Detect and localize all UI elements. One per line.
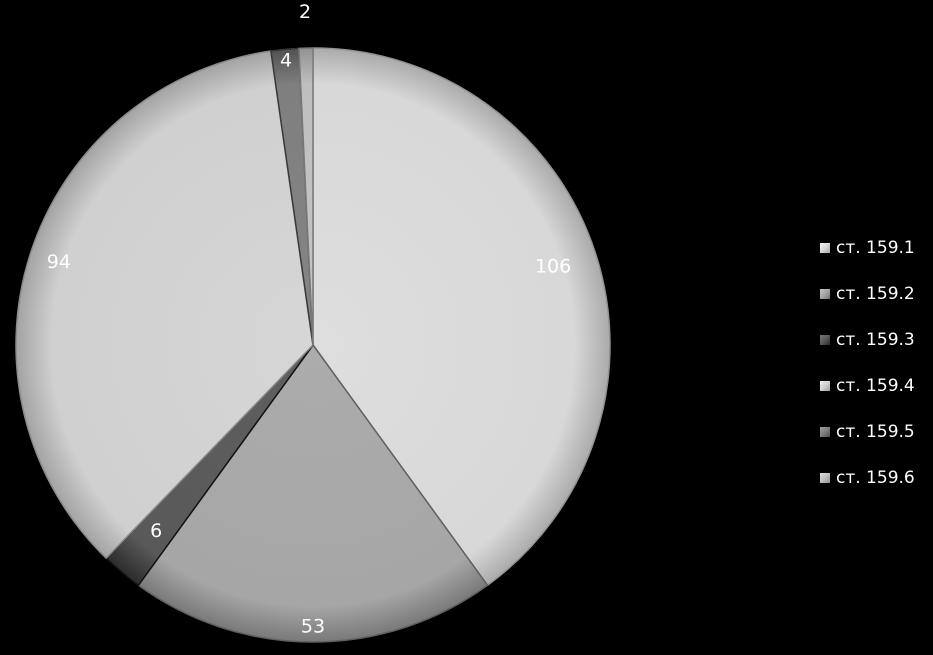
- legend-label-2: ст. 159.2: [836, 284, 915, 304]
- pie-data-labels: 106 53 6 94 4 2: [47, 1, 572, 638]
- pie-slice-1: [312, 47, 611, 587]
- data-label-2: 53: [301, 616, 325, 638]
- legend-item-1: ст. 159.1: [820, 238, 932, 258]
- pie-slice-2: [137, 344, 489, 643]
- legend-swatch-3: [820, 335, 830, 345]
- data-label-1: 106: [535, 256, 571, 278]
- legend-item-5: ст. 159.5: [820, 422, 932, 442]
- data-label-6: 2: [299, 1, 311, 23]
- legend-swatch-1: [820, 243, 830, 253]
- legend-swatch-5: [820, 427, 830, 437]
- legend-label-6: ст. 159.6: [836, 468, 915, 488]
- data-label-5: 4: [280, 50, 292, 72]
- pie-slice-6: [298, 47, 314, 346]
- data-label-4: 94: [47, 251, 71, 273]
- legend-label-1: ст. 159.1: [836, 238, 915, 258]
- legend-item-3: ст. 159.3: [820, 330, 932, 350]
- pie-slice-4: [15, 50, 314, 559]
- legend-swatch-4: [820, 381, 830, 391]
- legend-swatch-6: [820, 473, 830, 483]
- legend-item-2: ст. 159.2: [820, 284, 932, 304]
- chart-legend: ст. 159.1 ст. 159.2 ст. 159.3 ст. 159.4 ст. …: [820, 238, 932, 514]
- legend-item-4: ст. 159.4: [820, 376, 932, 396]
- data-label-3: 6: [150, 520, 162, 542]
- pie-slices: [15, 47, 611, 643]
- legend-swatch-2: [820, 289, 830, 299]
- legend-label-5: ст. 159.5: [836, 422, 915, 442]
- legend-label-4: ст. 159.4: [836, 376, 915, 396]
- legend-item-6: ст. 159.6: [820, 468, 932, 488]
- legend-label-3: ст. 159.3: [836, 330, 915, 350]
